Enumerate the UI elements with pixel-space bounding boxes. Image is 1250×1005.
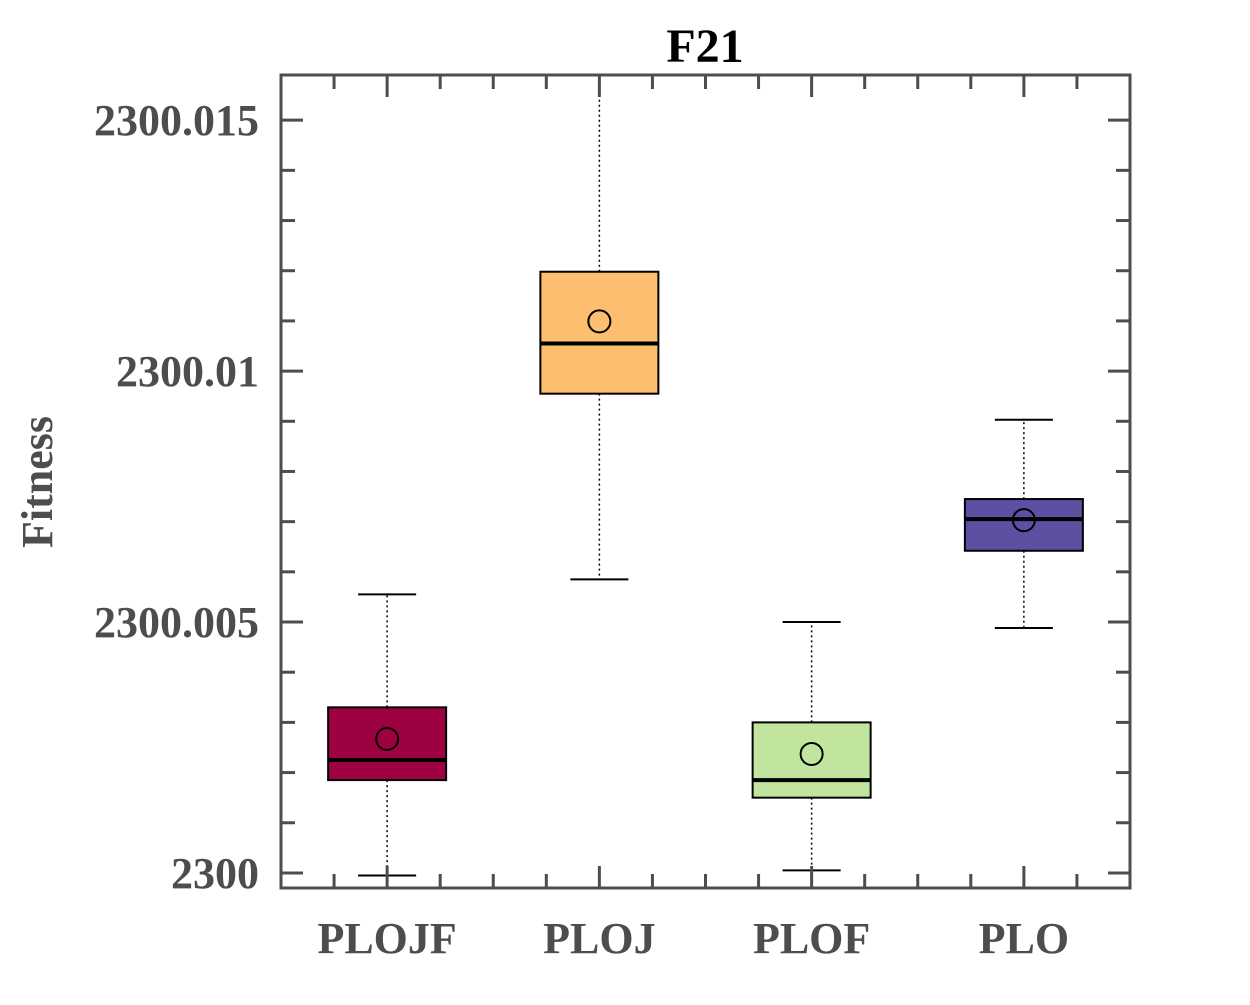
y-tick-label: 2300.015 [94,96,259,145]
x-tick-label-plojf: PLOJF [317,914,456,963]
mean-marker-plof [799,742,824,767]
plot-area: 2300 2300.005 2300.01 2300.015 PLOJF PLOJ PLOF… [94,73,1132,963]
y-tick-label: 2300.01 [116,347,259,396]
box-plojf [327,706,448,782]
mean-marker-plo [1011,508,1036,533]
x-tick-label-ploj: PLOJ [543,914,655,963]
chart-title: F21 [666,20,743,73]
mean-marker-plojf [375,726,400,751]
box-plo [963,498,1084,552]
y-tick-label: 2300.005 [94,598,259,647]
mean-marker-ploj [587,309,612,334]
box-plof [751,721,872,799]
x-tick-label-plof: PLOF [753,914,870,963]
y-axis-label: Fitness [13,416,62,548]
y-tick-label: 2300 [171,849,259,898]
x-tick-label-plo: PLO [979,914,1069,963]
